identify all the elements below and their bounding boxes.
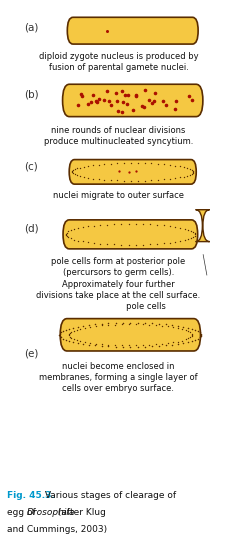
Point [96, 97, 99, 106]
Point [102, 96, 106, 105]
Point [173, 104, 177, 113]
Point [76, 100, 80, 109]
FancyBboxPatch shape [60, 319, 201, 351]
Point [131, 106, 135, 115]
FancyBboxPatch shape [196, 210, 210, 242]
Text: (c): (c) [24, 162, 37, 172]
Point [150, 99, 154, 108]
Text: pole cells form at posterior pole
(percursors to germ cells).
Approximately four: pole cells form at posterior pole (percu… [36, 257, 201, 311]
Point [161, 97, 164, 105]
Text: nuclei become enclosed in
membranes, forming a single layer of
cells over embryo: nuclei become enclosed in membranes, for… [39, 362, 198, 393]
Text: nuclei migrate to outer surface: nuclei migrate to outer surface [53, 191, 184, 200]
Point [120, 108, 124, 117]
Point [147, 95, 151, 104]
Point [116, 106, 120, 115]
Text: (a): (a) [24, 22, 38, 32]
Point [81, 91, 84, 100]
Point [125, 99, 129, 108]
Point [115, 97, 119, 105]
Point [140, 101, 144, 110]
Point [98, 95, 101, 104]
Text: (b): (b) [24, 89, 38, 99]
Text: and Cummings, 2003): and Cummings, 2003) [7, 525, 107, 533]
Point [91, 90, 95, 99]
Text: (after Klug: (after Klug [55, 508, 105, 517]
Point [134, 90, 137, 99]
Text: nine rounds of nuclear divisions
produce multinucleated syncytium.: nine rounds of nuclear divisions produce… [44, 126, 193, 146]
FancyBboxPatch shape [69, 160, 196, 184]
Point [86, 100, 90, 109]
Text: (e): (e) [24, 349, 38, 359]
Point [190, 95, 194, 104]
Text: egg of: egg of [7, 508, 39, 517]
Text: Drosophila: Drosophila [27, 508, 75, 517]
Point [187, 92, 191, 100]
Point [164, 100, 168, 109]
Text: diploid zygote nucleus is produced by
fusion of parental gamete nuclei.: diploid zygote nucleus is produced by fu… [39, 52, 198, 73]
Point [114, 88, 118, 97]
Point [143, 85, 147, 94]
Point [79, 89, 82, 98]
Text: Various stages of clearage of: Various stages of clearage of [42, 491, 176, 500]
Point [126, 91, 130, 100]
FancyBboxPatch shape [63, 84, 203, 117]
Point [123, 91, 127, 100]
Text: Fig. 45.3.: Fig. 45.3. [7, 491, 55, 500]
Point [109, 100, 113, 109]
Point [120, 86, 124, 95]
Point [153, 89, 157, 98]
Point [105, 86, 109, 95]
Point [174, 97, 178, 105]
FancyBboxPatch shape [63, 220, 198, 249]
Point [107, 97, 111, 106]
Point [90, 98, 93, 107]
Point [142, 102, 146, 111]
Point [134, 92, 138, 100]
Point [121, 98, 125, 107]
Point [95, 96, 98, 105]
Point [152, 97, 155, 105]
Text: (d): (d) [24, 223, 38, 233]
FancyBboxPatch shape [67, 17, 198, 44]
